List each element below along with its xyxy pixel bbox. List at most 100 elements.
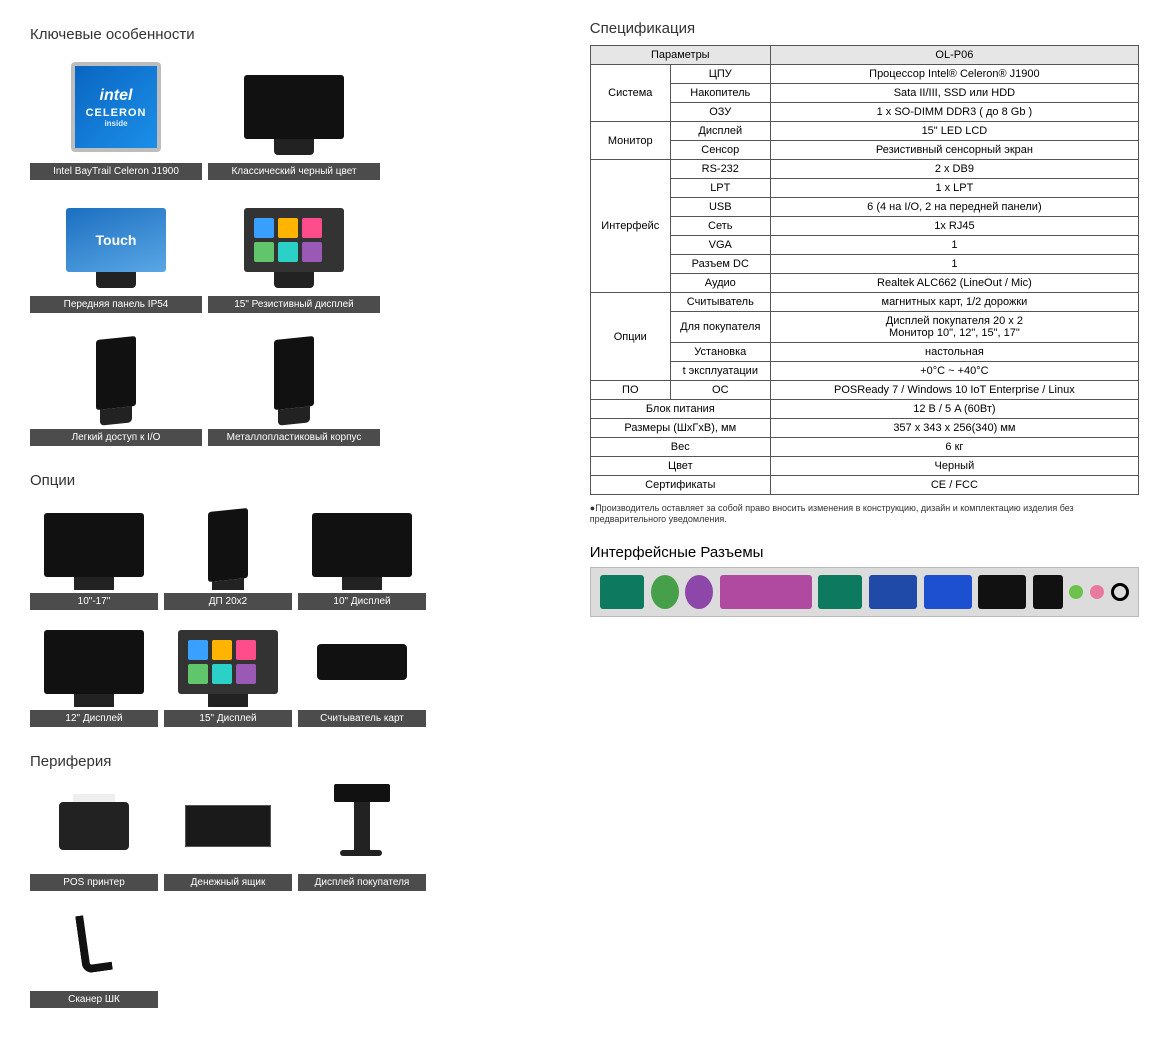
product-caption: Считыватель карт <box>298 710 426 727</box>
spec-value: 12 В / 5 A (60Вт) <box>770 400 1138 419</box>
product-card: Металлопластиковый корпус <box>208 319 380 446</box>
spec-group: ПО <box>590 381 670 400</box>
spec-group: Опции <box>590 293 670 381</box>
spec-row: ОпцииСчитывательмагнитных карт, 1/2 доро… <box>590 293 1138 312</box>
product-card: Считыватель карт <box>298 616 426 727</box>
product-caption: POS принтер <box>30 874 158 891</box>
spec-value: 1 <box>770 255 1138 274</box>
spec-value: 2 x DB9 <box>770 160 1138 179</box>
spec-row: ЦветЧерный <box>590 457 1138 476</box>
peripherals-title: Периферия <box>30 753 550 770</box>
spec-param: Накопитель <box>670 84 770 103</box>
product-caption: Дисплей покупателя <box>298 874 426 891</box>
product-thumb <box>164 780 292 872</box>
spec-value: 357 x 343 x 256(340) мм <box>770 419 1138 438</box>
product-caption: Денежный ящик <box>164 874 292 891</box>
spec-value: настольная <box>770 343 1138 362</box>
spec-value: магнитных карт, 1/2 дорожки <box>770 293 1138 312</box>
product-card: Дисплей покупателя <box>298 780 426 891</box>
product-caption: 15" Дисплей <box>164 710 292 727</box>
product-caption: ДП 20x2 <box>164 593 292 610</box>
spec-param: Для покупателя <box>670 312 770 343</box>
spec-param: Вес <box>590 438 770 457</box>
spec-row: ИнтерфейсRS-2322 x DB9 <box>590 160 1138 179</box>
product-caption: Intel BayTrail Celeron J1900 <box>30 163 202 180</box>
spec-row: Сеть1x RJ45 <box>590 217 1138 236</box>
product-thumb <box>298 780 426 872</box>
port-rj45 <box>1033 575 1063 609</box>
spec-param: Разъем DC <box>670 255 770 274</box>
spec-value: POSReady 7 / Windows 10 IoT Enterprise /… <box>770 381 1138 400</box>
spec-row: Установканастольная <box>590 343 1138 362</box>
product-card: Сканер ШК <box>30 897 158 1008</box>
product-card: 15" Дисплей <box>164 616 292 727</box>
spec-header-param: Параметры <box>590 46 770 65</box>
spec-row: Разъем DC1 <box>590 255 1138 274</box>
spec-value: Процессор Intel® Celeron® J1900 <box>770 65 1138 84</box>
spec-param: Сенсор <box>670 141 770 160</box>
spec-row: LPT1 x LPT <box>590 179 1138 198</box>
spec-value: 1x RJ45 <box>770 217 1138 236</box>
product-caption: Металлопластиковый корпус <box>208 429 380 446</box>
product-caption: 10"-17" <box>30 593 158 610</box>
product-card: POS принтер <box>30 780 158 891</box>
spec-title: Спецификация <box>590 20 1139 37</box>
port-db9b <box>818 575 862 609</box>
product-caption: Передняя панель IP54 <box>30 296 202 313</box>
product-thumb <box>164 616 292 708</box>
product-thumb <box>298 499 426 591</box>
product-caption: 12" Дисплей <box>30 710 158 727</box>
spec-param: Сертификаты <box>590 476 770 495</box>
spec-param: RS-232 <box>670 160 770 179</box>
spec-group: Система <box>590 65 670 122</box>
product-card: 12" Дисплей <box>30 616 158 727</box>
spec-param: LPT <box>670 179 770 198</box>
spec-param: Сеть <box>670 217 770 236</box>
product-caption: 10" Дисплей <box>298 593 426 610</box>
port-db9 <box>600 575 644 609</box>
product-card: Классический черный цвет <box>208 53 380 180</box>
spec-param: ОЗУ <box>670 103 770 122</box>
spec-value: Черный <box>770 457 1138 476</box>
ports-title: Интерфейсные Разъемы <box>590 544 1139 561</box>
spec-param: ЦПУ <box>670 65 770 84</box>
right-column: Спецификация Параметры OL-P06 СистемаЦПУ… <box>590 20 1139 1034</box>
spec-value: 6 кг <box>770 438 1138 457</box>
spec-param: Установка <box>670 343 770 362</box>
port-audio-pink <box>1090 585 1104 599</box>
spec-row: СенсорРезистивный сенсорный экран <box>590 141 1138 160</box>
spec-value: 1 <box>770 236 1138 255</box>
port-usb2 <box>978 575 1026 609</box>
spec-row: Блок питания12 В / 5 A (60Вт) <box>590 400 1138 419</box>
product-caption: Классический черный цвет <box>208 163 380 180</box>
left-column: Ключевые особенности intelCELERONinsideI… <box>30 20 550 1034</box>
spec-row: Для покупателяДисплей покупателя 20 x 2 … <box>590 312 1138 343</box>
spec-row: t эксплуатации+0°C ~ +40°C <box>590 362 1138 381</box>
spec-row: МониторДисплей15" LED LCD <box>590 122 1138 141</box>
product-thumb <box>30 616 158 708</box>
spec-param: VGA <box>670 236 770 255</box>
features-title: Ключевые особенности <box>30 26 550 43</box>
product-card: 15" Резистивный дисплей <box>208 186 380 313</box>
product-thumb <box>30 780 158 872</box>
product-thumb: Touch <box>30 186 202 294</box>
spec-row: СистемаЦПУПроцессор Intel® Celeron® J190… <box>590 65 1138 84</box>
spec-value: 6 (4 на I/O, 2 на передней панели) <box>770 198 1138 217</box>
peripherals-grid: POS принтер Денежный ящик Дисплей покупате… <box>30 780 550 1008</box>
spec-row: VGA1 <box>590 236 1138 255</box>
spec-row: Размеры (ШxГxВ), мм357 x 343 x 256(340) … <box>590 419 1138 438</box>
product-thumb <box>164 499 292 591</box>
product-card: Touch Передняя панель IP54 <box>30 186 202 313</box>
spec-param: ОС <box>670 381 770 400</box>
spec-value: Realtek ALC662 (LineOut / Mic) <box>770 274 1138 293</box>
port-usb3 <box>924 575 972 609</box>
spec-footnote: ●Производитель оставляет за собой право … <box>590 503 1139 526</box>
ports-row <box>590 567 1139 617</box>
spec-value: Дисплей покупателя 20 x 2 Монитор 10", 1… <box>770 312 1138 343</box>
spec-value: 1 x SO-DIMM DDR3 ( до 8 Gb ) <box>770 103 1138 122</box>
spec-param: Цвет <box>590 457 770 476</box>
spec-value: 1 x LPT <box>770 179 1138 198</box>
port-vga <box>869 575 917 609</box>
product-thumb <box>208 186 380 294</box>
port-dc <box>1111 583 1129 601</box>
